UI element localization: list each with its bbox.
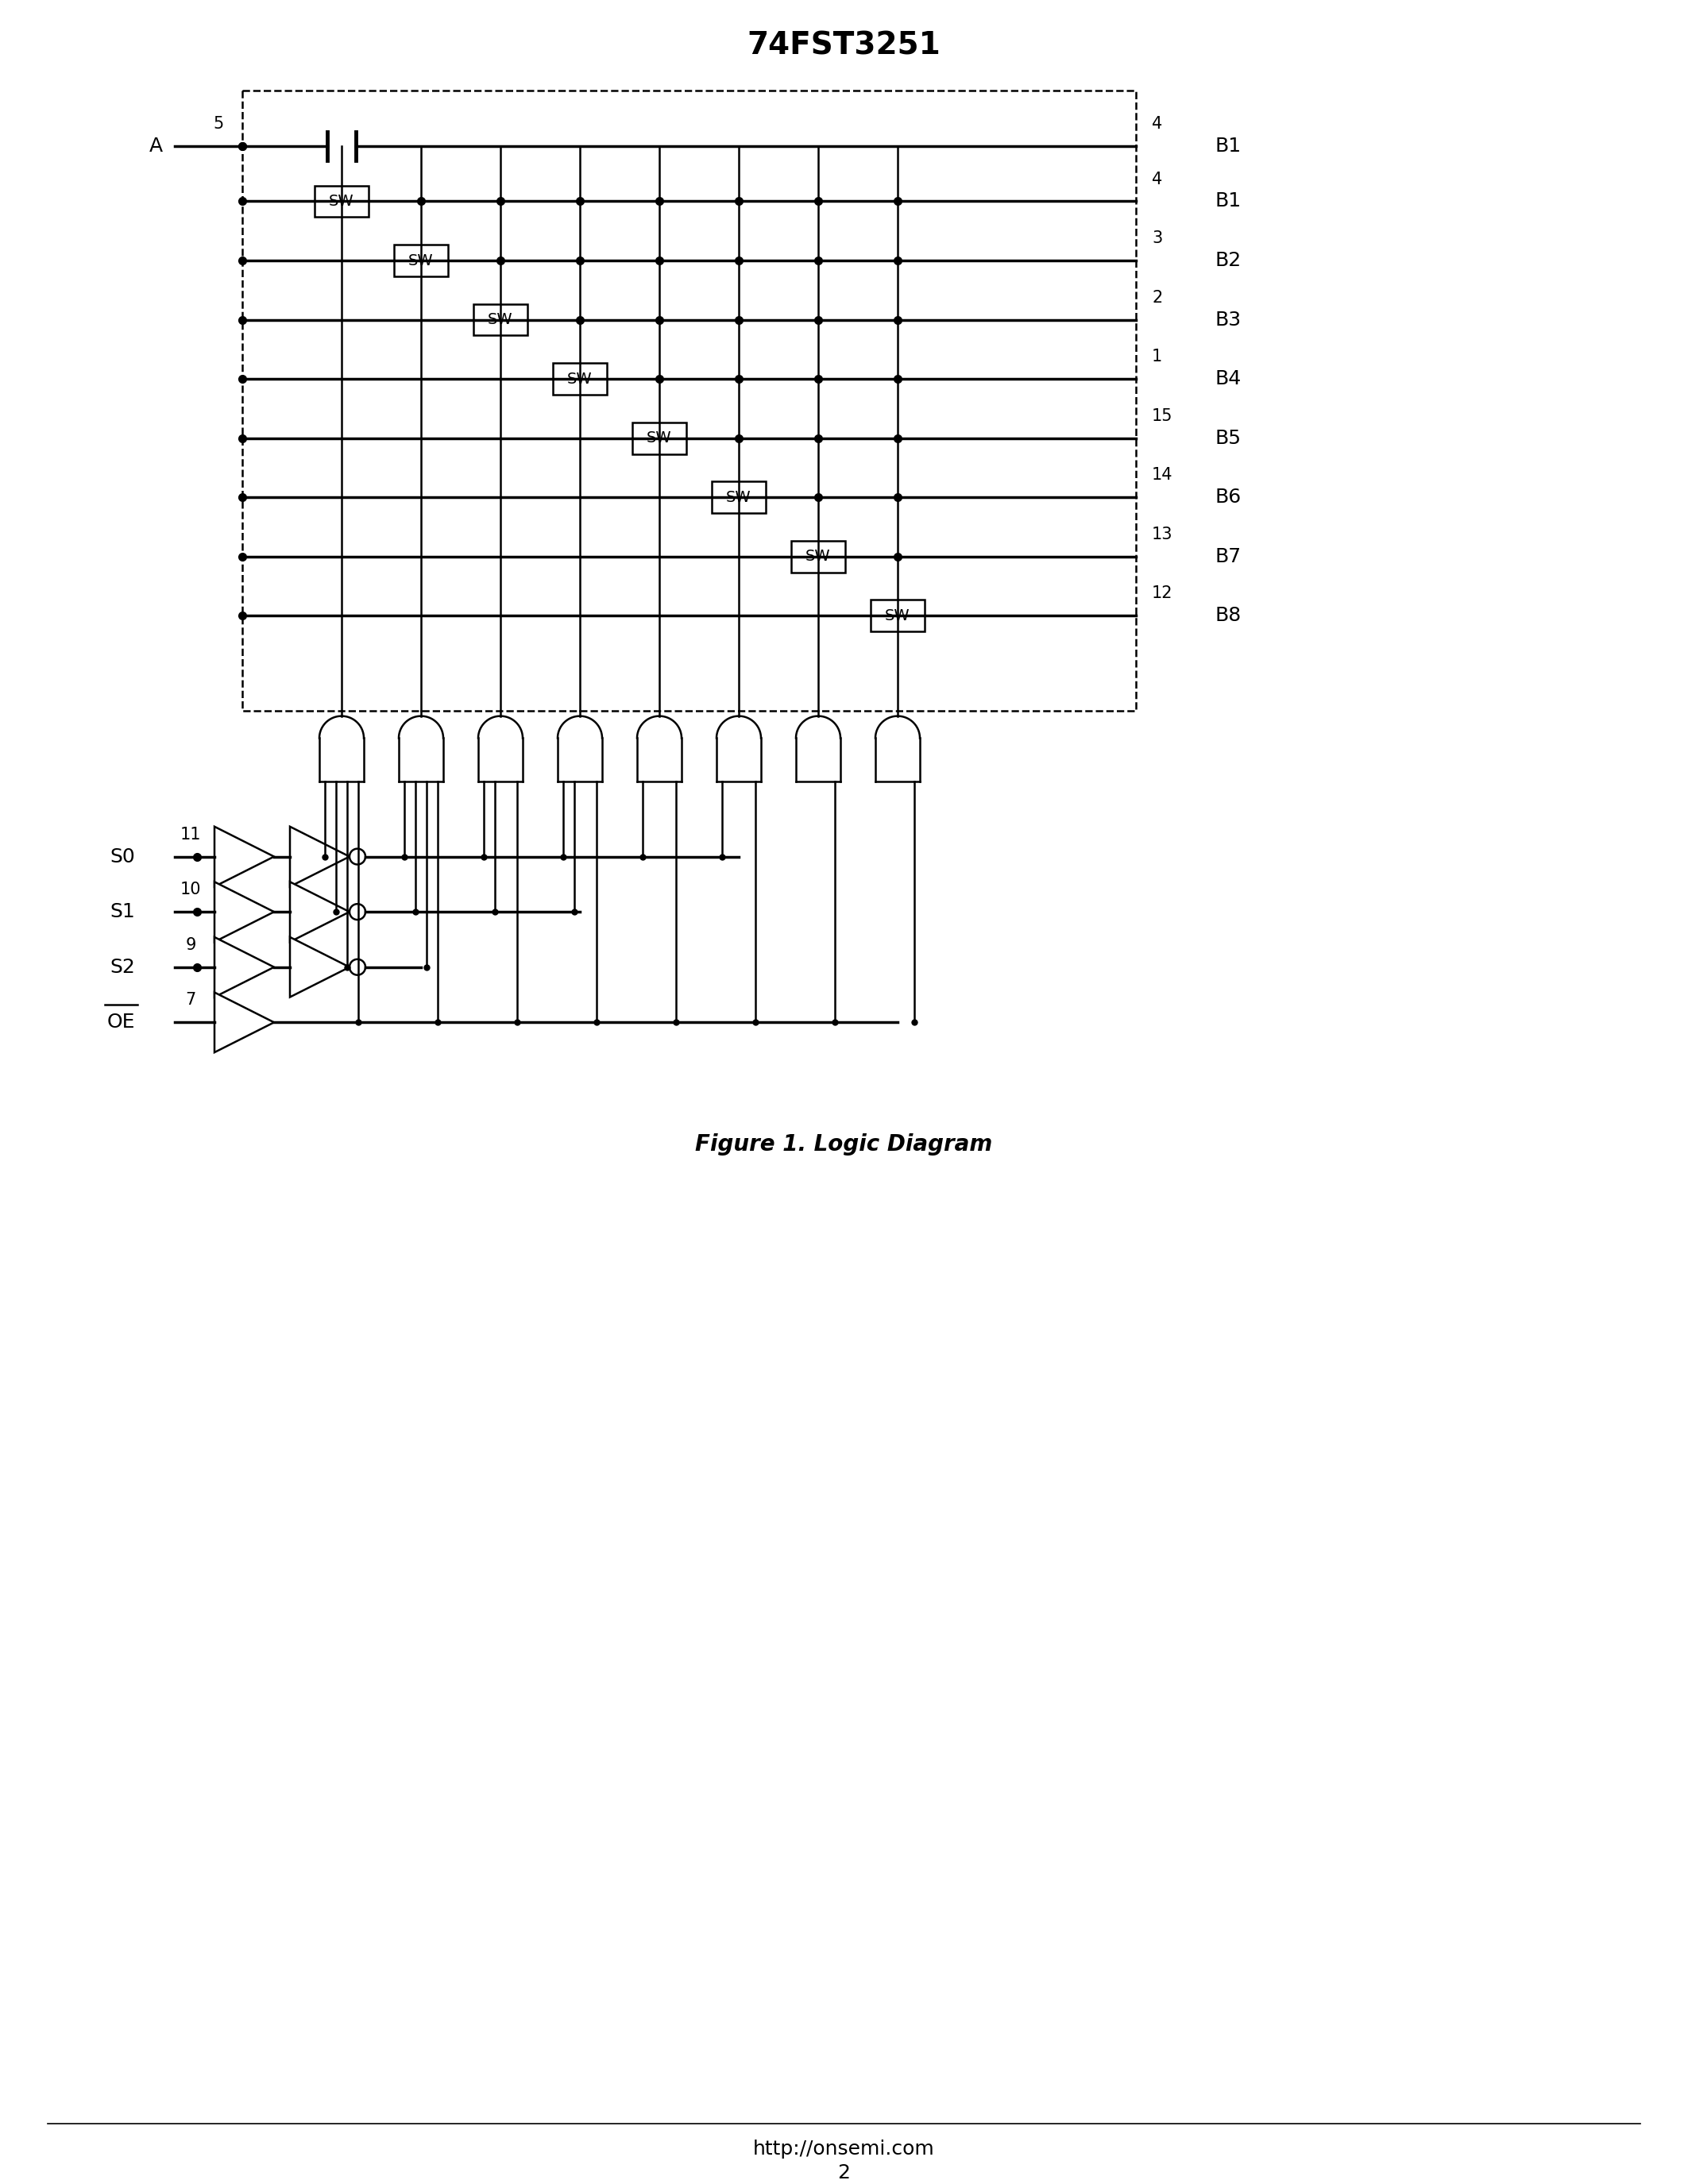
Text: B4: B4 (1215, 369, 1242, 389)
Text: B1: B1 (1215, 138, 1242, 155)
Text: 9: 9 (186, 937, 196, 952)
Polygon shape (214, 882, 273, 941)
Text: 74FST3251: 74FST3251 (746, 31, 940, 61)
Bar (633, 422, 687, 454)
Circle shape (349, 904, 365, 919)
Text: 15: 15 (1151, 408, 1173, 424)
Bar (314, 186, 368, 216)
Text: SW: SW (329, 194, 354, 210)
Text: 5: 5 (213, 116, 225, 131)
Text: B1: B1 (1215, 192, 1242, 212)
Text: 2: 2 (1151, 290, 1163, 306)
Bar (871, 601, 925, 631)
Polygon shape (290, 882, 349, 941)
Text: B6: B6 (1215, 487, 1242, 507)
Text: 4: 4 (1151, 116, 1163, 131)
Text: 10: 10 (181, 882, 201, 898)
Text: 13: 13 (1151, 526, 1173, 542)
Text: B3: B3 (1215, 310, 1242, 330)
Text: SW: SW (647, 430, 672, 446)
Polygon shape (290, 937, 349, 998)
Text: 14: 14 (1151, 467, 1173, 483)
Text: 4: 4 (1151, 170, 1163, 188)
Text: 7: 7 (186, 992, 196, 1009)
Text: 1: 1 (1151, 349, 1163, 365)
Polygon shape (214, 992, 273, 1053)
Bar (243, 92, 1136, 710)
Text: SW: SW (726, 489, 751, 505)
Bar (792, 542, 846, 572)
Text: OE: OE (106, 1013, 135, 1031)
Text: B2: B2 (1215, 251, 1242, 271)
Text: SW: SW (567, 371, 592, 387)
Text: SW: SW (488, 312, 513, 328)
Bar (554, 363, 608, 395)
Text: http://onsemi.com: http://onsemi.com (753, 2140, 935, 2158)
Bar (712, 483, 766, 513)
Circle shape (349, 850, 365, 865)
Polygon shape (290, 826, 349, 887)
Text: SW: SW (805, 548, 830, 563)
Polygon shape (214, 826, 273, 887)
Text: S0: S0 (110, 847, 135, 867)
Text: B7: B7 (1215, 546, 1242, 566)
Text: SW: SW (885, 609, 910, 622)
Bar (393, 245, 447, 277)
Bar (473, 304, 527, 336)
Text: S1: S1 (110, 902, 135, 922)
Text: S2: S2 (110, 957, 135, 976)
Text: A: A (149, 138, 162, 155)
Text: SW: SW (408, 253, 434, 269)
Text: 12: 12 (1151, 585, 1173, 601)
Text: B8: B8 (1215, 607, 1242, 625)
Text: 3: 3 (1151, 232, 1163, 247)
Text: Figure 1. Logic Diagram: Figure 1. Logic Diagram (695, 1133, 993, 1155)
Text: 11: 11 (181, 826, 201, 843)
Polygon shape (214, 937, 273, 998)
Circle shape (349, 959, 365, 974)
Text: B5: B5 (1215, 428, 1242, 448)
Text: 2: 2 (837, 2162, 851, 2182)
